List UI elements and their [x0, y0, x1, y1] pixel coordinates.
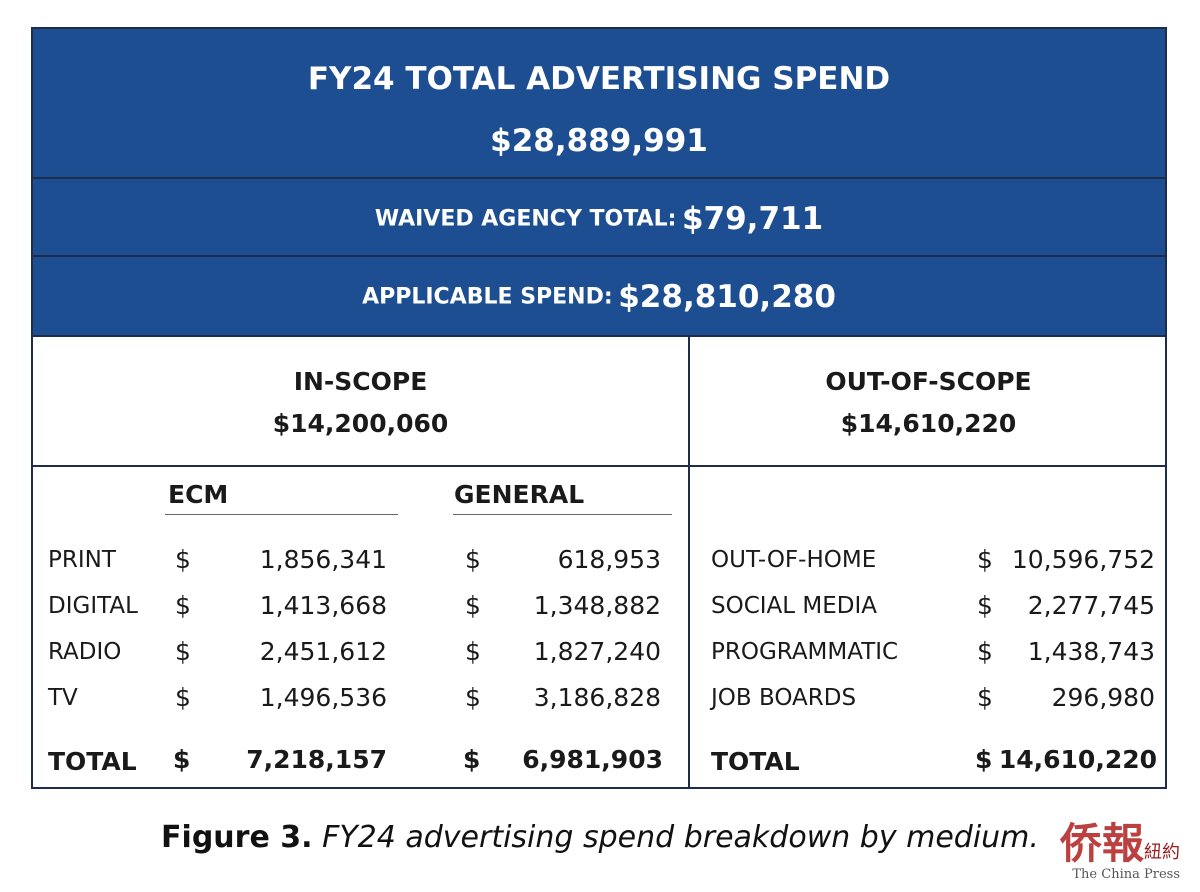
out-of-scope-total-value: 14,610,220 — [998, 745, 1157, 774]
out-of-scope-value: 10,596,752 — [1011, 545, 1155, 574]
currency-symbol: $ — [465, 683, 481, 712]
currency-symbol: $ — [175, 591, 191, 620]
total-spend-value: $28,889,991 — [490, 123, 708, 159]
currency-symbol: $ — [975, 745, 993, 774]
currency-symbol: $ — [175, 637, 191, 666]
row-label: DIGITAL — [48, 593, 138, 619]
general-underline — [453, 514, 672, 515]
currency-symbol: $ — [977, 591, 993, 620]
figure-number: Figure 3. — [161, 820, 313, 855]
out-of-scope-value: 1,438,743 — [1027, 637, 1155, 666]
column-divider — [688, 335, 690, 789]
in-scope-header: IN-SCOPE $14,200,060 — [33, 337, 688, 465]
currency-symbol: $ — [173, 745, 191, 774]
applicable-spend-value: $28,810,280 — [618, 279, 836, 315]
out-of-scope-label: OUT-OF-SCOPE — [825, 367, 1032, 396]
currency-symbol: $ — [175, 545, 191, 574]
general-value: 1,827,240 — [533, 637, 661, 666]
general-total-value: 6,981,903 — [522, 745, 663, 774]
watermark-english: The China Press — [1072, 867, 1180, 882]
scope-header-row: IN-SCOPE $14,200,060 OUT-OF-SCOPE $14,61… — [33, 335, 1165, 467]
ecm-value: 1,413,668 — [259, 591, 387, 620]
figure-caption: Figure 3. FY24 advertising spend breakdo… — [0, 820, 1200, 855]
out-of-scope-value: $14,610,220 — [840, 409, 1017, 438]
ecm-column-header: ECM — [168, 480, 229, 509]
waived-agency-value: $79,711 — [681, 201, 824, 237]
spend-table: FY24 TOTAL ADVERTISING SPEND $28,889,991… — [31, 27, 1167, 789]
general-value: 618,953 — [557, 545, 661, 574]
watermark-chinese: 侨報 — [1059, 819, 1144, 868]
currency-symbol: $ — [463, 745, 481, 774]
table-title: FY24 TOTAL ADVERTISING SPEND — [307, 61, 891, 97]
applicable-spend-band: APPLICABLE SPEND: $28,810,280 — [33, 257, 1165, 335]
currency-symbol: $ — [977, 683, 993, 712]
total-label: TOTAL — [48, 747, 137, 776]
row-label: TV — [48, 685, 78, 711]
watermark-logo: 侨報紐約 The China Press — [1060, 810, 1180, 882]
row-label: JOB BOARDS — [711, 685, 857, 711]
row-label: RADIO — [48, 639, 122, 665]
general-value: 1,348,882 — [533, 591, 661, 620]
waived-agency-label: WAIVED AGENCY TOTAL: — [374, 206, 677, 232]
out-of-scope-value: 2,277,745 — [1027, 591, 1155, 620]
total-label: TOTAL — [711, 747, 800, 776]
row-label: PRINT — [48, 547, 116, 573]
row-label: OUT-OF-HOME — [711, 547, 877, 573]
row-label: PROGRAMMATIC — [711, 639, 899, 665]
ecm-value: 2,451,612 — [259, 637, 387, 666]
currency-symbol: $ — [465, 545, 481, 574]
waived-agency-band: WAIVED AGENCY TOTAL: $79,711 — [33, 179, 1165, 257]
row-label: SOCIAL MEDIA — [711, 593, 878, 619]
out-of-scope-value: 296,980 — [1051, 683, 1155, 712]
general-column-header: GENERAL — [454, 480, 585, 509]
currency-symbol: $ — [175, 683, 191, 712]
total-spend-band: FY24 TOTAL ADVERTISING SPEND $28,889,991 — [33, 29, 1165, 179]
ecm-value: 1,856,341 — [259, 545, 387, 574]
watermark-sub-chinese: 紐約 — [1144, 842, 1180, 863]
currency-symbol: $ — [977, 545, 993, 574]
ecm-underline — [165, 514, 398, 515]
general-value: 3,186,828 — [533, 683, 661, 712]
ecm-value: 1,496,536 — [259, 683, 387, 712]
currency-symbol: $ — [977, 637, 993, 666]
currency-symbol: $ — [465, 637, 481, 666]
applicable-spend-label: APPLICABLE SPEND: — [362, 284, 613, 310]
currency-symbol: $ — [465, 591, 481, 620]
figure-description: FY24 advertising spend breakdown by medi… — [322, 820, 1039, 855]
ecm-total-value: 7,218,157 — [246, 745, 387, 774]
in-scope-label: IN-SCOPE — [293, 367, 428, 396]
in-scope-value: $14,200,060 — [272, 409, 449, 438]
out-of-scope-header: OUT-OF-SCOPE $14,610,220 — [690, 337, 1167, 465]
